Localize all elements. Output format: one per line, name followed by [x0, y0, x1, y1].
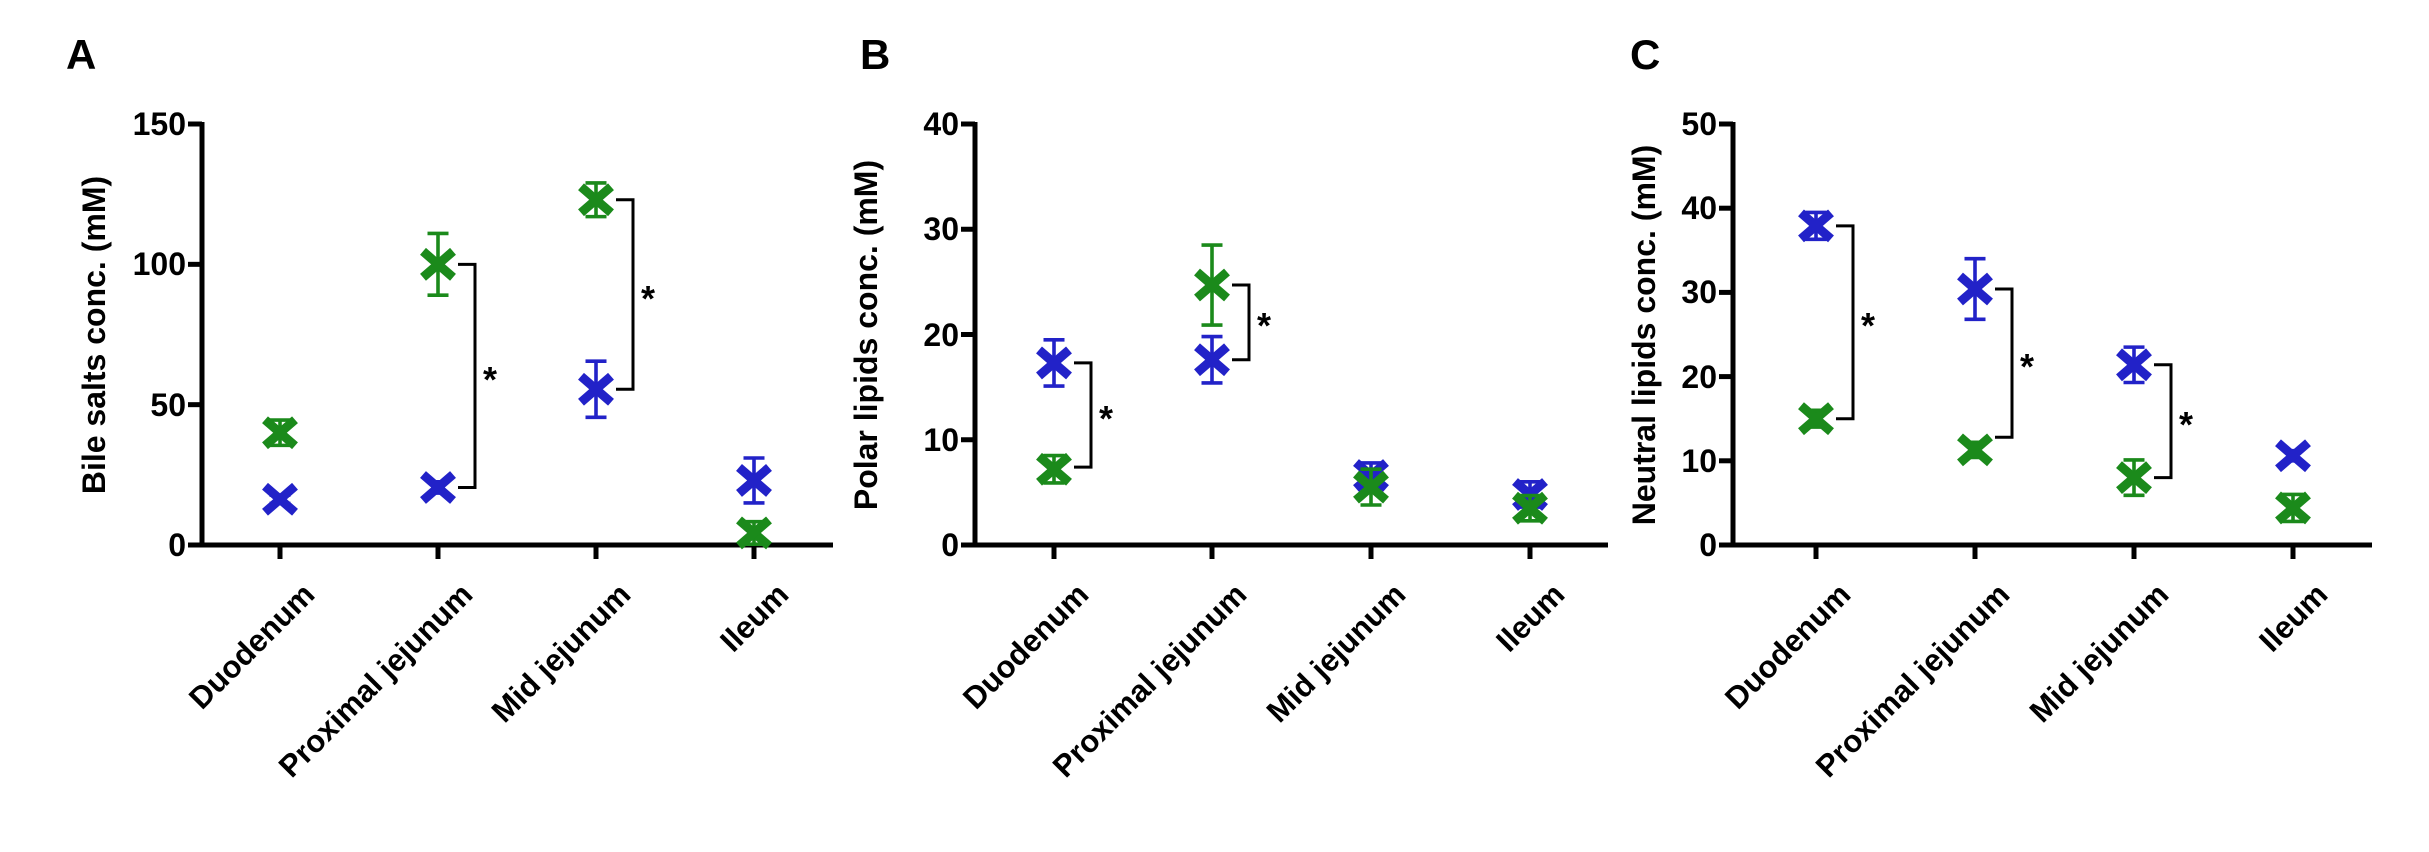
panel-b-y-tick-label: 10 [923, 421, 959, 458]
data-point-marker [1036, 346, 1072, 380]
significance-asterisk: * [2020, 346, 2035, 388]
panel-c-y-tick-label: 30 [1681, 274, 1717, 311]
panel-a-y-tick-label: 150 [132, 106, 186, 142]
data-point-marker [1036, 452, 1072, 486]
significance-asterisk: * [1861, 305, 1876, 347]
data-point-marker [2116, 348, 2152, 382]
significance-bracket [1995, 287, 2014, 439]
data-point-marker [578, 372, 614, 406]
data-point-marker [1798, 402, 1834, 436]
significance-bracket [458, 262, 477, 489]
data-point-marker [420, 247, 456, 281]
panel-b-y-tick-label: 0 [941, 527, 959, 563]
significance-bracket [1836, 224, 1855, 421]
panel-b-letter: B [860, 31, 891, 78]
panel-a-y-axis-title: Bile salts conc. (mM) [76, 175, 112, 495]
significance-asterisk: * [641, 277, 656, 319]
panel-c-y-tick-label: 40 [1681, 190, 1717, 227]
data-point-marker [2275, 439, 2311, 473]
significance-asterisk: * [1257, 305, 1272, 347]
panel-a-y-tick-label: 0 [168, 527, 186, 563]
significance-bracket [616, 198, 635, 391]
panel-c-y-axis-title: Neutral lipids conc. (mM) [1626, 144, 1662, 526]
data-point-marker [736, 464, 772, 497]
significance-bracket [1074, 361, 1093, 469]
data-point-marker [1194, 343, 1230, 377]
significance-bracket [2154, 363, 2173, 480]
data-point-marker [2275, 491, 2311, 525]
data-point-marker [420, 471, 456, 504]
data-point-marker [1957, 272, 1993, 306]
data-point-marker [1353, 470, 1389, 504]
significance-asterisk: * [483, 358, 498, 400]
data-point-marker [736, 516, 772, 550]
panel-c-y-tick-label: 0 [1699, 527, 1717, 563]
panel-a-letter: A [66, 31, 97, 78]
panel-c-y-tick-label: 50 [1681, 106, 1717, 142]
data-point-marker [1957, 433, 1993, 467]
data-point-marker [1798, 209, 1834, 243]
data-point-marker [262, 482, 298, 516]
panel-a-y-tick-label: 50 [150, 386, 186, 423]
significance-asterisk: * [1099, 398, 1114, 440]
data-point-marker [578, 183, 614, 217]
data-point-marker [1194, 268, 1230, 302]
data-point-marker [262, 416, 298, 450]
data-point-marker [1512, 491, 1548, 525]
panel-a-y-tick-label: 100 [132, 246, 186, 283]
panel-c-y-tick-label: 10 [1681, 442, 1717, 479]
significance-bracket [1232, 283, 1251, 362]
data-point-marker [2116, 461, 2152, 495]
panel-c-y-tick-label: 20 [1681, 358, 1717, 395]
panel-c-letter: C [1630, 31, 1661, 78]
panel-b-y-tick-label: 30 [923, 211, 959, 248]
significance-asterisk: * [2179, 404, 2194, 446]
panel-b-y-tick-label: 20 [923, 316, 959, 353]
panel-b-y-tick-label: 40 [923, 106, 959, 142]
